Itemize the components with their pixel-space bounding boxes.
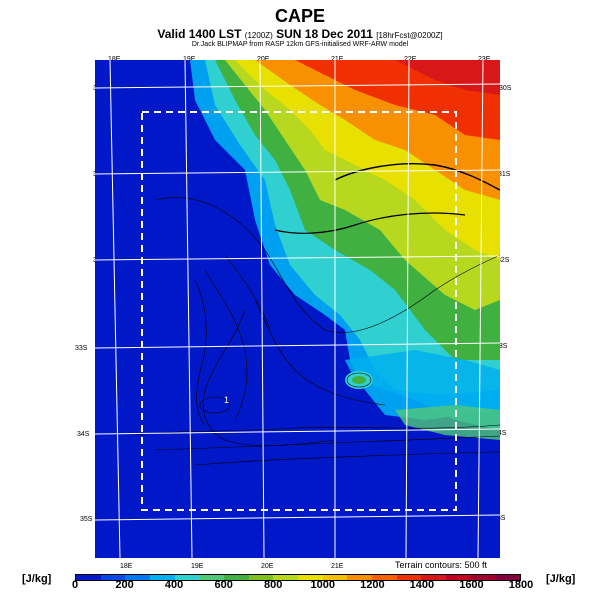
lon-bottom-label: 18E [120,563,133,570]
valid-date: SUN 18 Dec 2011 [276,27,373,41]
colorbar-segment [322,575,348,580]
lat-right-label: 33S [495,343,508,350]
colorbar-tick-label: 0 [71,579,79,591]
lat-right-label: 31S [498,171,511,178]
credit-line: Dr.Jack BLIPMAP from RASP 12km GFS-initi… [191,41,409,48]
lat-right-label: 30S [499,85,512,92]
colorbar-tick-label: 400 [164,579,184,591]
colorbar-tick-label: 600 [214,579,233,591]
colorbar-tick-label: 1200 [360,579,385,591]
graticule [95,60,500,558]
forecast-label: [18hrFcst@0200Z] [376,31,443,40]
colorbar-segment [125,575,151,580]
colorbar-segment [273,575,299,580]
colorbar-segment [199,575,225,580]
point-marker-label: 1 [224,395,229,405]
colorbar-tick-label: 1400 [409,579,435,591]
colorbar-segment [100,575,126,580]
lon-top-label: 19E [183,56,196,63]
valid-time-line: Valid 1400 LST (1200Z) SUN 18 Dec 2011 [… [0,27,600,41]
colorbar-segment [347,575,373,580]
cape-field [190,60,500,440]
colorbar [75,574,521,581]
colorbar-tick-label: 1800 [508,579,534,591]
lon-bottom-label: 20E [261,563,274,570]
cape-map: 1 [95,60,500,558]
unit-left: [J/kg] [22,573,52,585]
colorbar-segment [150,575,175,580]
lat-right-label: 34S [494,430,507,437]
colorbar-segment [446,575,471,580]
colorbar-tick-label: 1600 [459,579,484,591]
lat-right-label: 32S [497,257,510,264]
colorbar-segment [495,575,521,580]
colorbar-segment [76,575,101,580]
colorbar-segment [470,575,496,580]
colorbar-tick-label: 800 [264,579,283,591]
unit-right: [J/kg] [546,573,576,585]
colorbar-segment [174,575,200,580]
lon-top-label: 23E [478,56,491,63]
lon-top-label: 18E [108,56,121,63]
domain-boundary [141,111,457,511]
colorbar-segment [372,575,397,580]
lat-left-label: 33S [75,345,88,352]
lon-bottom-label: 21E [331,563,344,570]
colorbar-tick-label: 200 [115,579,134,591]
lat-left-label: 34S [77,431,90,438]
lon-top-label: 21E [331,56,344,63]
colorbar-segment [396,575,422,580]
colorbar-segment [421,575,447,580]
valid-main: Valid 1400 LST [157,27,242,41]
valid-code: (1200Z) [244,31,273,40]
colorbar-segment [298,575,323,580]
terrain-note: Terrain contours: 500 ft [395,560,488,570]
chart-title: CAPE [274,6,325,26]
lat-left-label: 35S [80,516,93,523]
lon-top-label: 20E [257,56,270,63]
lon-bottom-label: 19E [191,563,204,570]
colorbar-segment [248,575,274,580]
colorbar-tick-label: 1000 [310,579,336,591]
lon-top-label: 22E [404,56,417,63]
colorbar-segment [224,575,249,580]
